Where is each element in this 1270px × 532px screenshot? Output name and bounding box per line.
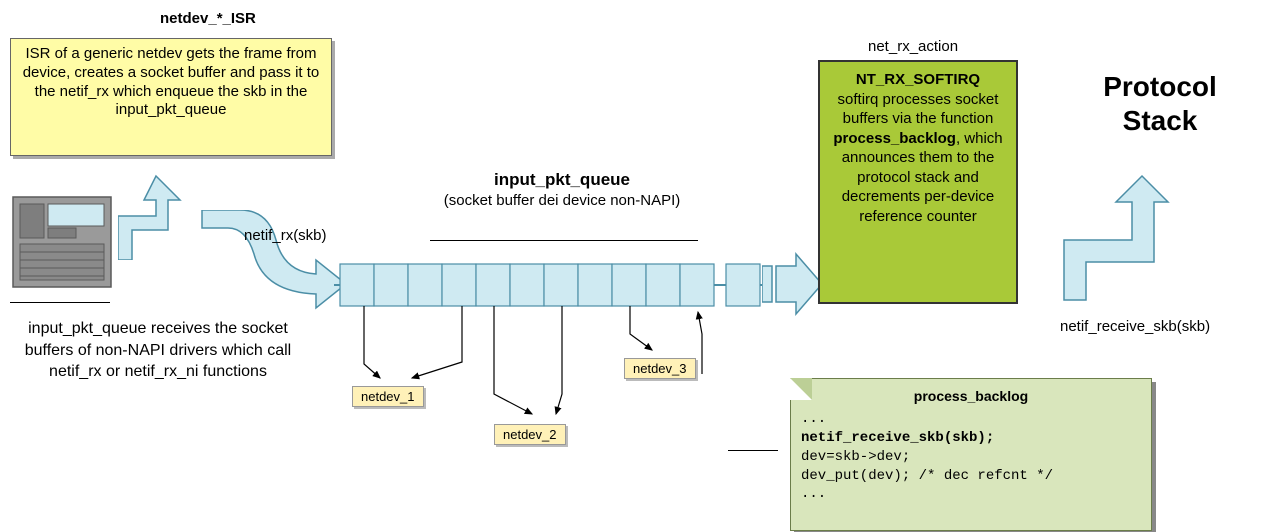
code-title: process_backlog [801,387,1141,406]
softirq-box: NT_RX_SOFTIRQ softirq processes socket b… [818,60,1018,304]
softirq-body1: softirq processes socket buffers via the… [838,91,999,128]
code-line: ... [801,485,1141,504]
arrow-isr-up-icon [118,172,198,260]
queue-subtitle: (socket buffer dei device non-NAPI) [432,192,692,209]
arrow-netif-rx-icon [198,210,348,312]
isr-callout-box: ISR of a generic netdev gets the frame f… [10,38,332,156]
code-line: dev_put(dev); /* dec refcnt */ [801,467,1141,486]
protocol-stack-label: Protocol Stack [1070,70,1250,137]
code-line: dev=skb->dev; [801,448,1141,467]
net-rx-action-title: net_rx_action [868,38,958,55]
rule-line [10,302,110,303]
isr-title: netdev_*_ISR [160,10,256,27]
netif-rx-label: netif_rx(skb) [244,227,327,244]
dog-ear-mask [790,378,812,400]
rule-line [728,450,778,451]
arrow-queue-out-icon [762,252,822,316]
diagram-canvas: netdev_*_ISR ISR of a generic netdev get… [0,0,1270,532]
netdev-3-label: netdev_3 [624,358,696,379]
process-backlog-code: process_backlog ... netif_receive_skb(sk… [790,378,1152,531]
netif-receive-skb-label: netif_receive_skb(skb) [1060,318,1210,335]
note-non-napi: input_pkt_queue receives the socket buff… [8,318,308,383]
softirq-bold2: process_backlog [833,130,956,147]
netdev-2-label: netdev_2 [494,424,566,445]
code-line: netif_receive_skb(skb); [801,429,1141,448]
packet-queue [334,258,764,312]
device-icon [12,196,112,288]
rule-line [430,240,698,241]
softirq-title: NT_RX_SOFTIRQ [828,70,1008,90]
arrow-protocol-up-icon [1058,172,1178,302]
queue-title: input_pkt_queue [432,170,692,190]
netdev-1-label: netdev_1 [352,386,424,407]
code-line: ... [801,410,1141,429]
